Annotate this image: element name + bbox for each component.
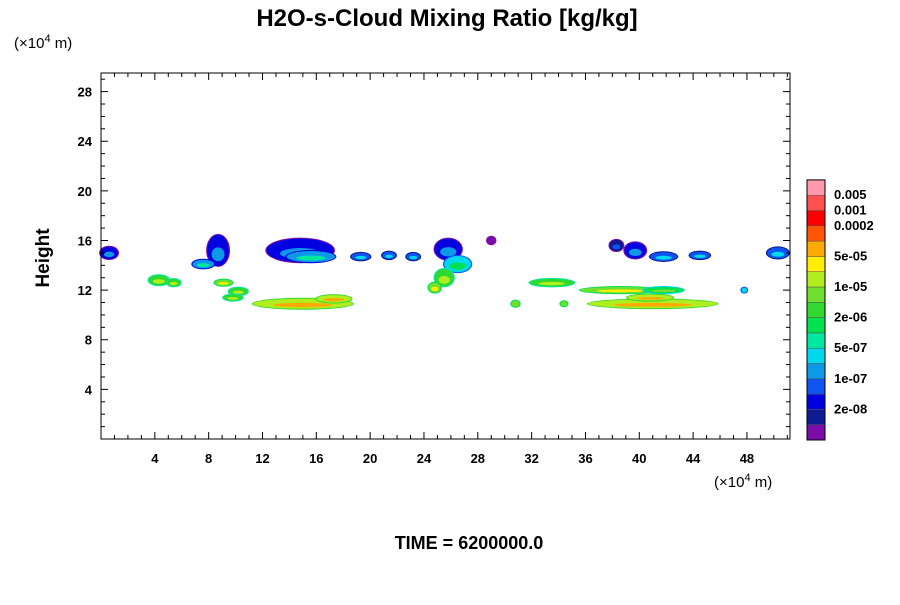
colorbar-swatch [806, 256, 826, 272]
x-tick-label: 24 [417, 451, 432, 466]
x-tick-label: 12 [255, 451, 269, 466]
cloud-core [355, 255, 367, 260]
x-unit-suffix: m) [751, 474, 773, 491]
colorbar-label: 0.005 [834, 187, 867, 202]
time-label: TIME = 6200000.0 [395, 533, 544, 553]
x-tick-label: 32 [524, 451, 538, 466]
cloud-core [431, 286, 439, 292]
x-tick-label: 20 [363, 451, 377, 466]
colorbar-swatch [806, 225, 826, 242]
colorbar-swatch [806, 347, 826, 364]
cloud-core [323, 298, 345, 302]
cloud-core [384, 254, 394, 258]
y-unit-label: (×104 m) [14, 33, 72, 52]
colorbar-swatch [806, 240, 826, 257]
cloud-field [99, 233, 790, 310]
cloud-feature [741, 287, 747, 293]
cloud-core [227, 296, 239, 300]
x-tick-label: 36 [578, 451, 592, 466]
cloud-core [612, 244, 621, 250]
x-tick-label: 28 [471, 451, 485, 466]
cloud-feature [487, 236, 496, 245]
cloud-core [218, 282, 229, 285]
x-tick-label: 8 [205, 451, 212, 466]
cloud-core [296, 255, 326, 261]
colorbar-swatch [806, 424, 826, 441]
y-tick-label: 24 [78, 134, 93, 149]
colorbar-label: 1e-07 [834, 371, 867, 386]
colorbar-frame [806, 179, 826, 441]
cloud-core [152, 279, 165, 284]
colorbar-swatch [806, 210, 826, 227]
colorbar-label: 2e-08 [834, 401, 867, 416]
chart-title: H2O-s-Cloud Mixing Ratio [kg/kg] [256, 5, 637, 32]
cloud-core [538, 281, 566, 286]
x-tick-label: 44 [686, 451, 701, 466]
x-tick-label: 48 [740, 451, 754, 466]
y-unit-prefix: (×10 [14, 35, 44, 52]
cloud-core [169, 281, 178, 286]
y-tick-label: 28 [78, 85, 92, 100]
cloud-core [440, 247, 457, 257]
x-unit-prefix: (×10 [714, 474, 744, 491]
cloud-core [636, 296, 664, 300]
cloud-core [409, 255, 418, 260]
y-tick-label: 16 [78, 233, 92, 248]
plot-frame [100, 72, 791, 440]
colorbar-label: 1e-05 [834, 279, 867, 294]
y-unit-suffix: m) [51, 35, 73, 52]
cloud-core [771, 251, 785, 257]
colorbar-swatch [806, 271, 826, 288]
colorbar-swatch [806, 302, 826, 318]
x-unit-label: (×104 m) [714, 472, 772, 491]
colorbar-label: 5e-07 [834, 340, 867, 355]
cloud-core [613, 302, 692, 307]
colorbar-swatch [806, 378, 826, 395]
x-axis: 4 8 12 16 20 24 28 32 36 40 44 48 [113, 73, 788, 466]
colorbar-swatch [806, 286, 826, 303]
colorbar-label: 0.001 [834, 203, 867, 218]
y-tick-label: 12 [78, 283, 92, 298]
colorbar-label: 5e-05 [834, 248, 867, 263]
colorbar-swatch [806, 179, 826, 196]
colorbar-swatch [806, 317, 826, 334]
x-tick-label: 40 [632, 451, 646, 466]
colorbar-swatch [806, 194, 826, 211]
y-tick-label: 20 [78, 184, 92, 199]
cloud-core [211, 247, 225, 262]
y-tick-label: 8 [85, 333, 92, 348]
cloud-core [628, 248, 642, 257]
cloud-core [596, 289, 645, 293]
cloud-core [651, 289, 676, 293]
cloud-core [196, 263, 210, 268]
cloud-feature [560, 301, 568, 307]
x-unit-exp: 4 [744, 472, 750, 484]
x-tick-label: 16 [309, 451, 323, 466]
cloud-core [449, 262, 466, 270]
cloud-core [103, 251, 115, 258]
colorbar-swatch [806, 409, 826, 425]
x-tick-label: 4 [151, 451, 159, 466]
colorbar: 2e-081e-075e-072e-061e-055e-050.00020.00… [806, 179, 874, 441]
y-axis: 4 8 12 16 20 24 28 [78, 78, 790, 428]
cloud-core [693, 254, 706, 258]
cloud-core [438, 275, 450, 284]
colorbar-swatch [806, 332, 826, 349]
colorbar-swatch [806, 393, 826, 410]
y-unit-exp: 4 [44, 33, 50, 45]
y-axis-label: Height [33, 228, 54, 288]
colorbar-label: 2e-06 [834, 310, 867, 325]
cloud-core [232, 290, 244, 294]
colorbar-label: 0.0002 [834, 218, 874, 233]
cloud-core [655, 255, 672, 260]
cloud-feature [511, 300, 520, 307]
cloud-core [272, 302, 333, 308]
y-tick-label: 4 [85, 382, 93, 397]
colorbar-swatch [806, 363, 826, 380]
